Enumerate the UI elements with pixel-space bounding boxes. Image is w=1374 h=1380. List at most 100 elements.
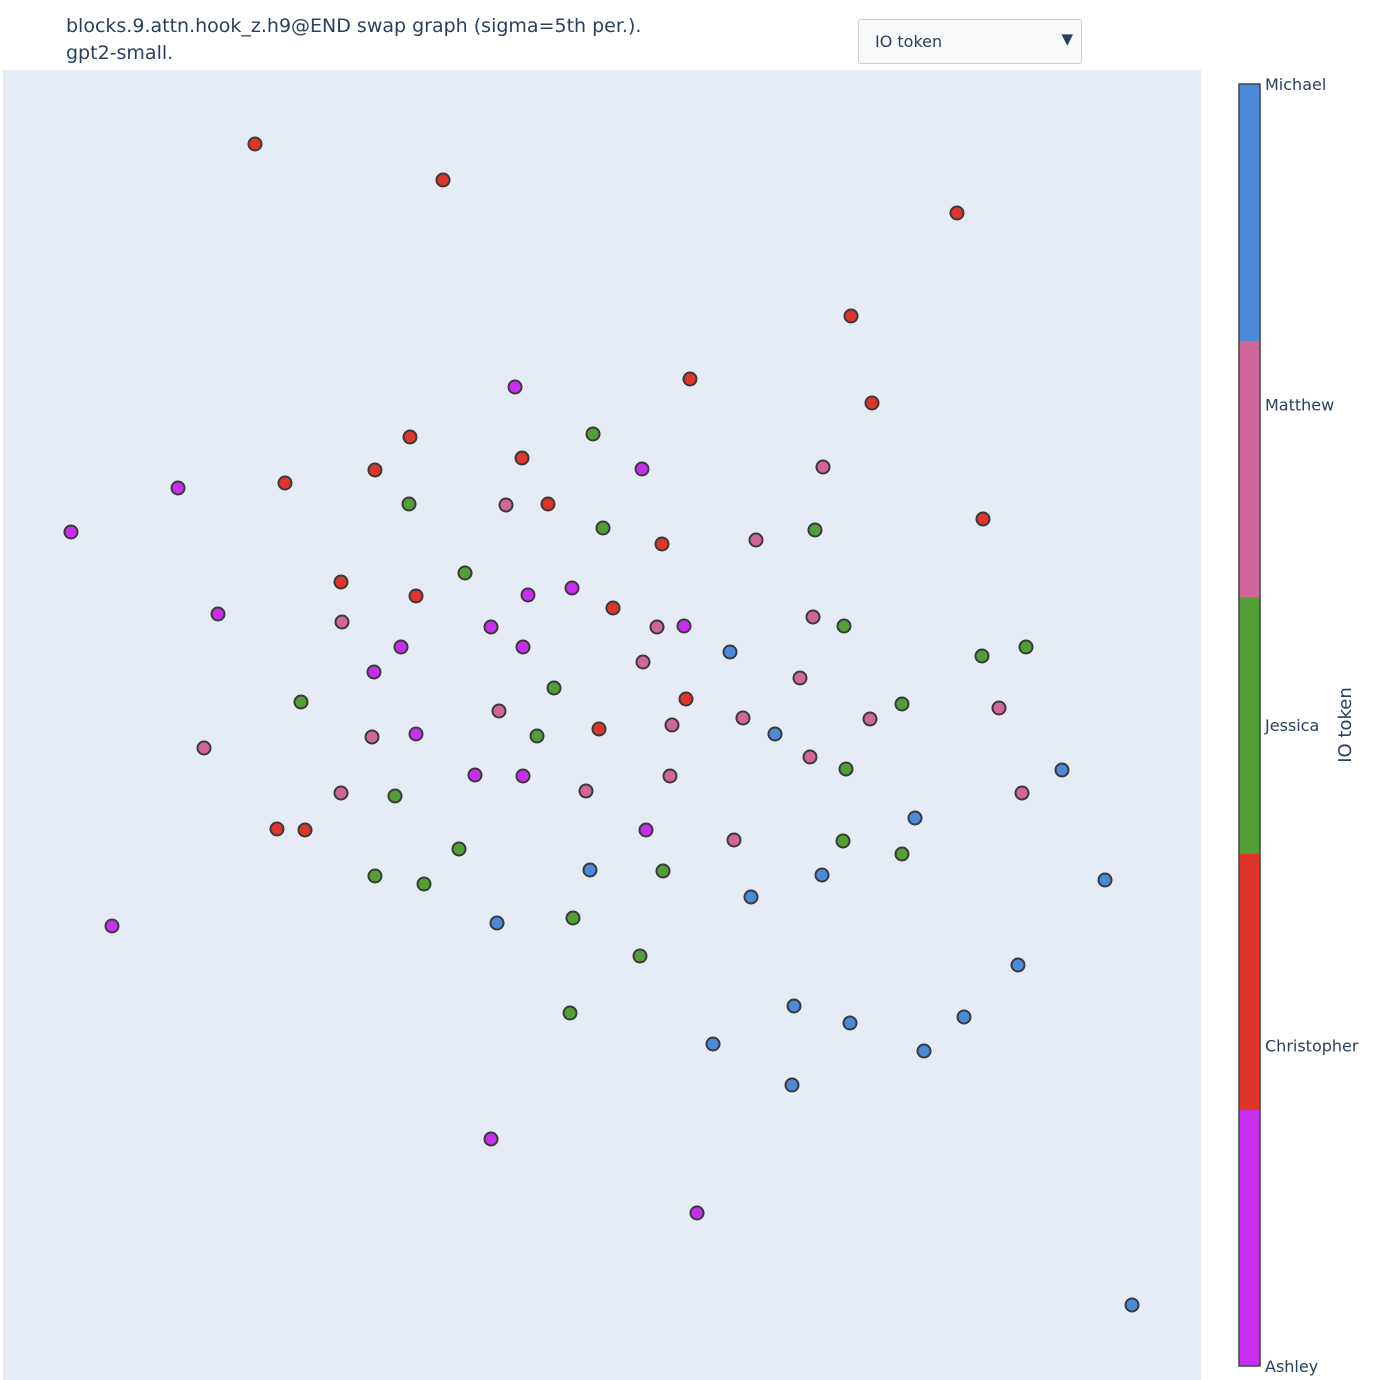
- scatter-point-matthew[interactable]: [491, 703, 507, 719]
- scatter-point-michael[interactable]: [743, 889, 759, 905]
- scatter-point-jessica[interactable]: [293, 694, 309, 710]
- scatter-point-ashley[interactable]: [564, 580, 580, 596]
- scatter-point-jessica[interactable]: [546, 680, 562, 696]
- scatter-point-matthew[interactable]: [664, 717, 680, 733]
- scatter-point-matthew[interactable]: [578, 783, 594, 799]
- scatter-point-michael[interactable]: [489, 915, 505, 931]
- scatter-point-christopher[interactable]: [540, 496, 556, 512]
- scatter-point-jessica[interactable]: [894, 846, 910, 862]
- scatter-point-jessica[interactable]: [894, 696, 910, 712]
- scatter-point-christopher[interactable]: [297, 822, 313, 838]
- color-by-dropdown[interactable]: IO token ▼: [858, 19, 1082, 64]
- scatter-point-michael[interactable]: [916, 1043, 932, 1059]
- scatter-point-ashley[interactable]: [515, 768, 531, 784]
- scatter-point-jessica[interactable]: [632, 948, 648, 964]
- scatter-point-christopher[interactable]: [605, 600, 621, 616]
- scatter-point-jessica[interactable]: [457, 565, 473, 581]
- scatter-point-christopher[interactable]: [654, 536, 670, 552]
- scatter-point-ashley[interactable]: [104, 918, 120, 934]
- scatter-point-christopher[interactable]: [247, 136, 263, 152]
- scatter-point-ashley[interactable]: [393, 639, 409, 655]
- scatter-point-ashley[interactable]: [210, 606, 226, 622]
- scatter-point-matthew[interactable]: [792, 670, 808, 686]
- scatter-point-ashley[interactable]: [634, 461, 650, 477]
- scatter-point-jessica[interactable]: [529, 728, 545, 744]
- scatter-point-michael[interactable]: [582, 862, 598, 878]
- scatter-point-christopher[interactable]: [269, 821, 285, 837]
- scatter-point-ashley[interactable]: [483, 1131, 499, 1147]
- scatter-point-matthew[interactable]: [498, 497, 514, 513]
- scatter-point-ashley[interactable]: [63, 524, 79, 540]
- scatter-point-matthew[interactable]: [1014, 785, 1030, 801]
- scatter-point-michael[interactable]: [1054, 762, 1070, 778]
- scatter-point-michael[interactable]: [1097, 872, 1113, 888]
- scatter-point-ashley[interactable]: [408, 726, 424, 742]
- scatter-point-christopher[interactable]: [435, 172, 451, 188]
- scatter-point-matthew[interactable]: [862, 711, 878, 727]
- scatter-point-ashley[interactable]: [507, 379, 523, 395]
- scatter-point-jessica[interactable]: [1018, 639, 1034, 655]
- scatter-point-michael[interactable]: [767, 726, 783, 742]
- scatter-point-matthew[interactable]: [333, 785, 349, 801]
- scatter-point-jessica[interactable]: [655, 863, 671, 879]
- scatter-point-michael[interactable]: [1010, 957, 1026, 973]
- scatter-point-michael[interactable]: [705, 1036, 721, 1052]
- scatter-point-matthew[interactable]: [805, 609, 821, 625]
- scatter-point-christopher[interactable]: [514, 450, 530, 466]
- scatter-point-ashley[interactable]: [638, 822, 654, 838]
- scatter-point-christopher[interactable]: [402, 429, 418, 445]
- scatter-point-jessica[interactable]: [416, 876, 432, 892]
- scatter-point-matthew[interactable]: [662, 768, 678, 784]
- scatter-point-ashley[interactable]: [520, 587, 536, 603]
- scatter-point-jessica[interactable]: [367, 868, 383, 884]
- scatter-point-christopher[interactable]: [591, 721, 607, 737]
- scatter-point-ashley[interactable]: [170, 480, 186, 496]
- scatter-point-michael[interactable]: [784, 1077, 800, 1093]
- scatter-point-christopher[interactable]: [277, 475, 293, 491]
- scatter-point-ashley[interactable]: [689, 1205, 705, 1221]
- scatter-point-christopher[interactable]: [843, 308, 859, 324]
- scatter-point-christopher[interactable]: [975, 511, 991, 527]
- scatter-point-christopher[interactable]: [333, 574, 349, 590]
- scatter-point-matthew[interactable]: [196, 740, 212, 756]
- scatter-point-michael[interactable]: [842, 1015, 858, 1031]
- scatter-point-christopher[interactable]: [682, 371, 698, 387]
- scatter-point-ashley[interactable]: [366, 664, 382, 680]
- scatter-point-ashley[interactable]: [467, 767, 483, 783]
- scatter-point-jessica[interactable]: [595, 520, 611, 536]
- scatter-point-matthew[interactable]: [649, 619, 665, 635]
- scatter-point-jessica[interactable]: [387, 788, 403, 804]
- scatter-point-jessica[interactable]: [835, 833, 851, 849]
- scatter-point-jessica[interactable]: [836, 618, 852, 634]
- scatter-point-jessica[interactable]: [974, 648, 990, 664]
- scatter-point-michael[interactable]: [956, 1009, 972, 1025]
- scatter-point-matthew[interactable]: [991, 700, 1007, 716]
- scatter-point-matthew[interactable]: [726, 832, 742, 848]
- scatter-point-michael[interactable]: [786, 998, 802, 1014]
- scatter-point-christopher[interactable]: [678, 691, 694, 707]
- scatter-point-jessica[interactable]: [807, 522, 823, 538]
- scatter-point-jessica[interactable]: [838, 761, 854, 777]
- scatter-point-matthew[interactable]: [334, 614, 350, 630]
- scatter-point-michael[interactable]: [814, 867, 830, 883]
- scatter-point-matthew[interactable]: [748, 532, 764, 548]
- scatter-point-michael[interactable]: [907, 810, 923, 826]
- scatter-point-christopher[interactable]: [367, 462, 383, 478]
- scatter-point-ashley[interactable]: [483, 619, 499, 635]
- scatter-point-matthew[interactable]: [815, 459, 831, 475]
- scatter-point-christopher[interactable]: [949, 205, 965, 221]
- scatter-point-jessica[interactable]: [451, 841, 467, 857]
- scatter-point-jessica[interactable]: [585, 426, 601, 442]
- scatter-point-matthew[interactable]: [364, 729, 380, 745]
- scatter-point-jessica[interactable]: [401, 496, 417, 512]
- scatter-point-matthew[interactable]: [802, 749, 818, 765]
- scatter-point-ashley[interactable]: [676, 618, 692, 634]
- scatter-point-jessica[interactable]: [562, 1005, 578, 1021]
- scatter-point-jessica[interactable]: [565, 910, 581, 926]
- scatter-point-ashley[interactable]: [515, 639, 531, 655]
- scatter-point-michael[interactable]: [722, 644, 738, 660]
- scatter-point-michael[interactable]: [1124, 1297, 1140, 1313]
- scatter-point-matthew[interactable]: [735, 710, 751, 726]
- scatter-point-christopher[interactable]: [408, 588, 424, 604]
- scatter-point-christopher[interactable]: [864, 395, 880, 411]
